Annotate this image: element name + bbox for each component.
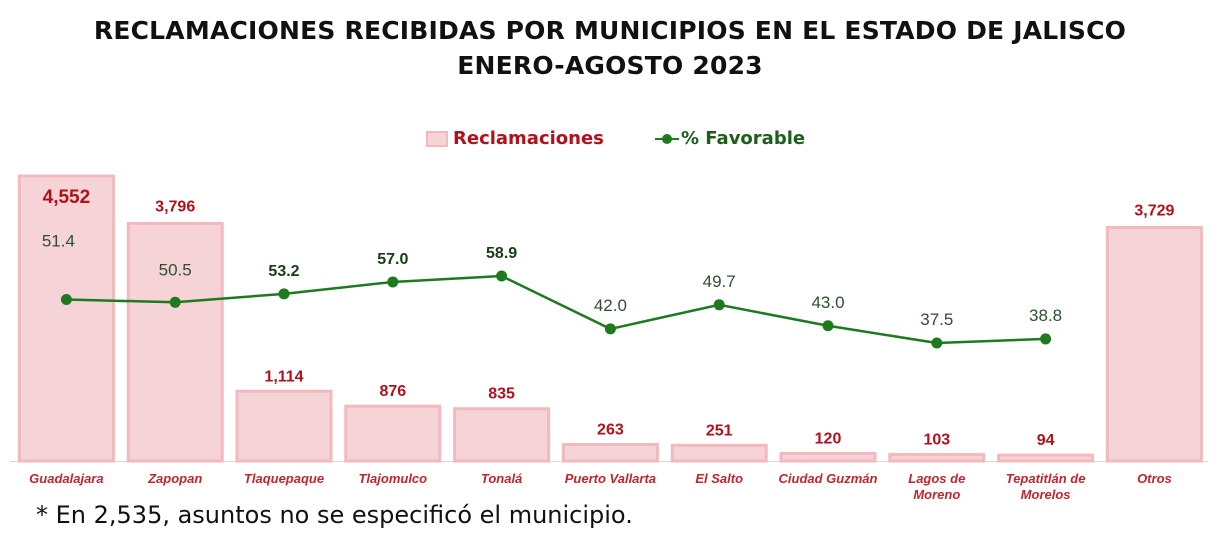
bar [126,221,224,463]
bar-value-label: 263 [597,422,624,439]
bar-value-label: 251 [706,422,733,439]
line-marker [822,320,834,332]
x-tick-label-line: El Salto [695,471,743,486]
x-tick-label-line: Tepatitlán de [1006,471,1086,486]
bar-value-label: 3,729 [1134,203,1174,220]
bar-value-label: 3,796 [155,198,195,215]
line-marker [169,296,181,308]
line-marker [278,288,290,300]
legend-favorable-label: % Favorable [681,128,806,149]
legend-bar-swatch-icon [426,130,448,147]
legend-line-marker-icon [655,131,679,147]
x-tick-label: Puerto Vallarta [565,471,656,486]
line-value-label: 49.7 [703,272,736,291]
x-tick-label: Lagos de Moreno [908,471,965,502]
x-tick-label: Tepatitlán de Morelos [1006,471,1086,502]
x-tick-label: Tonalá [481,471,522,486]
bar [888,453,986,463]
bar [1105,226,1203,463]
bar-value-label: 94 [1037,432,1055,449]
x-tick-label-line: Zapopan [147,471,202,486]
bar-value-label: 120 [815,430,842,447]
bar [344,404,442,463]
x-tick-label-line: Lagos de [908,471,965,486]
bar-value-label: 876 [379,383,406,400]
x-tick-label: El Salto [695,471,743,486]
favorable-line [66,274,1046,345]
line-marker [1040,333,1052,345]
x-tick-label-line: Tonalá [481,471,522,486]
bar [779,451,877,463]
line-value-label: 53.2 [268,263,299,280]
x-tick-label: Otros [1137,471,1172,486]
line-value-label: 51.4 [42,231,75,250]
x-tick-label: Guadalajara [29,471,103,486]
bar [453,407,551,463]
x-tick-label: Tlajomulco [358,471,427,486]
legend-reclamaciones-label: Reclamaciones [453,128,604,149]
bar-value-label: 1,114 [264,368,303,385]
line-value-label: 58.9 [486,245,517,262]
x-tick-label-line: Puerto Vallarta [565,471,656,486]
x-tick-label: Tlaquepaque [244,471,324,486]
line-value-label: 37.5 [920,310,953,329]
x-tick-label-line: Guadalajara [29,471,103,486]
legend-reclamaciones: Reclamaciones [426,128,604,149]
line-value-label: 42.0 [594,296,627,315]
x-tick-label-line: Moreno [913,487,960,502]
x-tick-label: Ciudad Guzmán [779,471,878,486]
line-marker [931,337,943,349]
x-tick-label-line: Tlajomulco [358,471,427,486]
line-marker [387,276,399,288]
x-tick-label-line: Tlaquepaque [244,471,324,486]
line-marker [713,299,725,311]
x-tick-label-line: Ciudad Guzmán [779,471,878,486]
x-tick-label-line: Morelos [1021,487,1071,502]
line-marker [60,293,72,305]
x-tick-label: Zapopan [147,471,202,486]
line-marker [604,323,616,335]
bar [17,174,115,463]
line-value-label: 43.0 [811,293,844,312]
chart-title: RECLAMACIONES RECIBIDAS POR MUNICIPIOS E… [93,16,1127,45]
line-value-label: 50.5 [159,260,192,279]
bar [561,443,659,463]
bar [997,453,1095,463]
x-tick-label-line: Otros [1137,471,1172,486]
bar-value-label: 103 [923,432,950,449]
bar [235,389,333,463]
bar [670,443,768,463]
line-value-label: 38.8 [1029,306,1062,325]
legend-favorable: % Favorable [655,128,805,149]
bar-value-label: 835 [488,386,515,403]
footnote: * En 2,535, asuntos no se especificó el … [36,501,633,529]
chart-subtitle: ENERO-AGOSTO 2023 [457,51,763,80]
line-marker [496,270,508,282]
line-value-label: 57.0 [377,251,408,268]
bar-value-label: 4,552 [43,187,91,208]
